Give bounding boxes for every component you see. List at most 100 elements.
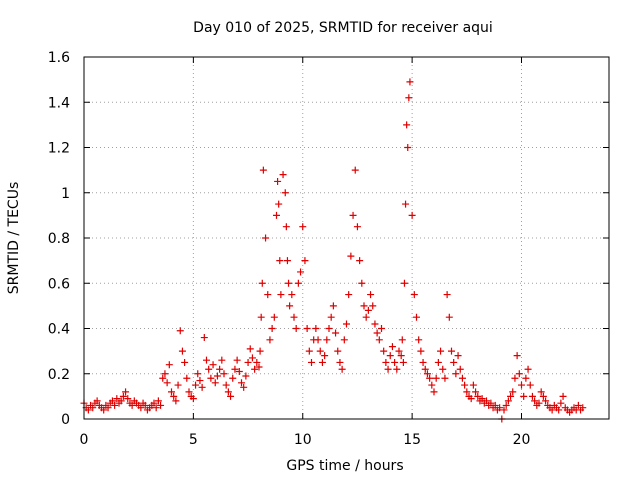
data-point [351, 166, 359, 174]
data-point [251, 365, 259, 373]
data-point [496, 404, 504, 412]
data-point [222, 381, 230, 389]
data-point [338, 365, 346, 373]
data-point [276, 257, 284, 265]
data-point [117, 397, 125, 405]
data-point [430, 388, 438, 396]
data-point [362, 313, 370, 321]
data-point [255, 363, 263, 371]
data-point [378, 325, 385, 332]
data-point [397, 352, 405, 360]
data-point [340, 336, 348, 344]
y-tick-label: 0.2 [48, 367, 70, 383]
data-point [441, 374, 449, 382]
x-tick-label: 10 [294, 432, 312, 448]
data-point [154, 397, 162, 405]
data-point [257, 313, 265, 321]
data-point [483, 397, 490, 405]
data-point [403, 121, 411, 129]
data-point [321, 352, 329, 360]
data-point [555, 406, 563, 414]
data-point [229, 374, 237, 382]
data-point [205, 365, 213, 373]
y-tick-label: 1.6 [48, 50, 70, 66]
data-point [268, 325, 276, 332]
data-point [539, 392, 547, 400]
data-point [375, 336, 383, 344]
data-point [172, 397, 180, 405]
data-point [423, 370, 431, 378]
data-point [353, 223, 361, 231]
data-point [157, 401, 165, 409]
data-point [308, 358, 315, 366]
data-point [426, 374, 434, 382]
data-point [216, 365, 224, 373]
x-tick-label: 20 [513, 432, 531, 448]
data-point [528, 392, 536, 400]
data-point [332, 329, 340, 337]
data-point [522, 374, 530, 382]
data-point [458, 374, 466, 382]
data-point [478, 395, 486, 403]
data-point [170, 392, 178, 400]
data-point [113, 395, 121, 403]
y-tick-label: 1.2 [48, 141, 70, 157]
data-point [196, 377, 204, 385]
data-point [513, 352, 521, 360]
data-point [398, 336, 406, 344]
data-point [100, 406, 108, 414]
x-axis-label: GPS time / hours [286, 458, 403, 474]
data-point [273, 211, 280, 219]
data-point [395, 347, 403, 355]
data-point [334, 347, 342, 355]
data-point [312, 325, 320, 332]
data-point [432, 374, 440, 382]
data-point [434, 358, 442, 366]
data-point [579, 404, 587, 412]
data-point [209, 361, 217, 369]
y-tick-label: 1.4 [48, 95, 70, 111]
data-point [400, 279, 408, 287]
data-point [509, 388, 517, 396]
x-tick-label: 0 [80, 432, 89, 448]
data-point [415, 336, 423, 344]
data-point [211, 379, 219, 387]
data-point [159, 374, 167, 382]
data-point [253, 358, 261, 366]
data-point [185, 388, 193, 396]
x-tick-label: 15 [403, 432, 421, 448]
data-point [275, 200, 283, 208]
data-point [386, 352, 394, 360]
data-point [421, 365, 429, 373]
data-point [286, 302, 294, 310]
data-point [262, 234, 270, 242]
data-point [227, 392, 235, 400]
data-point [119, 392, 127, 400]
data-point [371, 320, 379, 328]
data-point [537, 388, 545, 396]
data-point [364, 306, 372, 314]
data-point [428, 381, 436, 389]
data-point [329, 302, 337, 310]
data-point [238, 379, 245, 387]
data-point [318, 358, 326, 366]
data-point [410, 291, 418, 299]
data-point [347, 252, 355, 260]
data-point [404, 144, 412, 151]
data-point [213, 372, 221, 380]
data-points [80, 78, 587, 423]
data-point [152, 404, 160, 412]
data-point [327, 313, 335, 321]
data-point [526, 381, 534, 389]
grid-lines [84, 57, 609, 419]
data-point [231, 365, 239, 373]
data-point [285, 279, 293, 287]
data-point [507, 392, 515, 400]
data-point [452, 370, 460, 378]
data-point [258, 279, 266, 287]
data-point [419, 358, 427, 366]
data-point [369, 302, 377, 310]
data-point [189, 395, 197, 403]
data-point [491, 401, 499, 409]
